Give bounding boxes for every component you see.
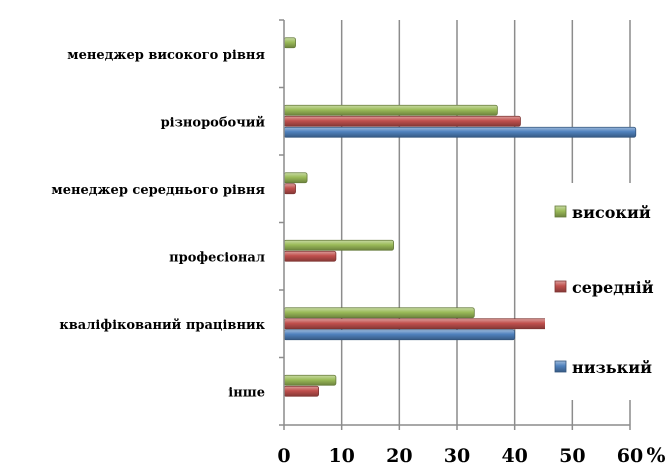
category-label: менеджер середнього рівня [51, 183, 265, 198]
x-tick-label: 30 [444, 445, 470, 467]
bar-високий-4 [283, 307, 475, 319]
axes [279, 19, 631, 430]
x-tick-label: 10 [328, 445, 354, 467]
bars [283, 37, 637, 397]
bar-низький-1 [283, 126, 637, 138]
legend-swatch-високий [554, 205, 567, 218]
legend-label: середній [572, 278, 654, 297]
category-label: професіонал [169, 250, 265, 265]
legend-swatch-середній [554, 280, 567, 293]
category-label: різноробочий [161, 115, 266, 130]
category-labels: менеджер високого рівня різноробочий менед… [51, 48, 265, 401]
bar-низький-4 [283, 329, 516, 341]
x-tick-label: 60 [617, 445, 643, 467]
bar-високий-1 [283, 104, 498, 116]
x-axis-unit: % [646, 443, 665, 467]
bar-середній-3 [283, 250, 337, 262]
x-tick-label: 50 [559, 445, 585, 467]
x-tick-label: 0 [277, 445, 290, 467]
bar-високий-5 [283, 374, 337, 386]
x-tick-label: 20 [386, 445, 412, 467]
bar-середній-5 [283, 385, 319, 397]
bar-високий-0 [283, 37, 296, 49]
category-label: кваліфікований працівник [59, 318, 265, 333]
bar-високий-3 [283, 239, 394, 251]
legend-label: високий [572, 203, 651, 222]
bar-середній-2 [283, 183, 296, 195]
legend-swatch-низький [554, 360, 567, 373]
x-tick-label: 40 [501, 445, 527, 467]
category-label: інше [228, 385, 265, 400]
x-tick-labels: 0 10 20 30 40 50 60 [277, 445, 643, 467]
bar-середній-4 [283, 318, 550, 330]
bar-високий-2 [283, 172, 308, 184]
bar-середній-1 [283, 115, 521, 127]
legend: високий середній низький [545, 183, 667, 400]
category-label: менеджер високого рівня [67, 48, 265, 63]
legend-label: низький [572, 358, 652, 377]
